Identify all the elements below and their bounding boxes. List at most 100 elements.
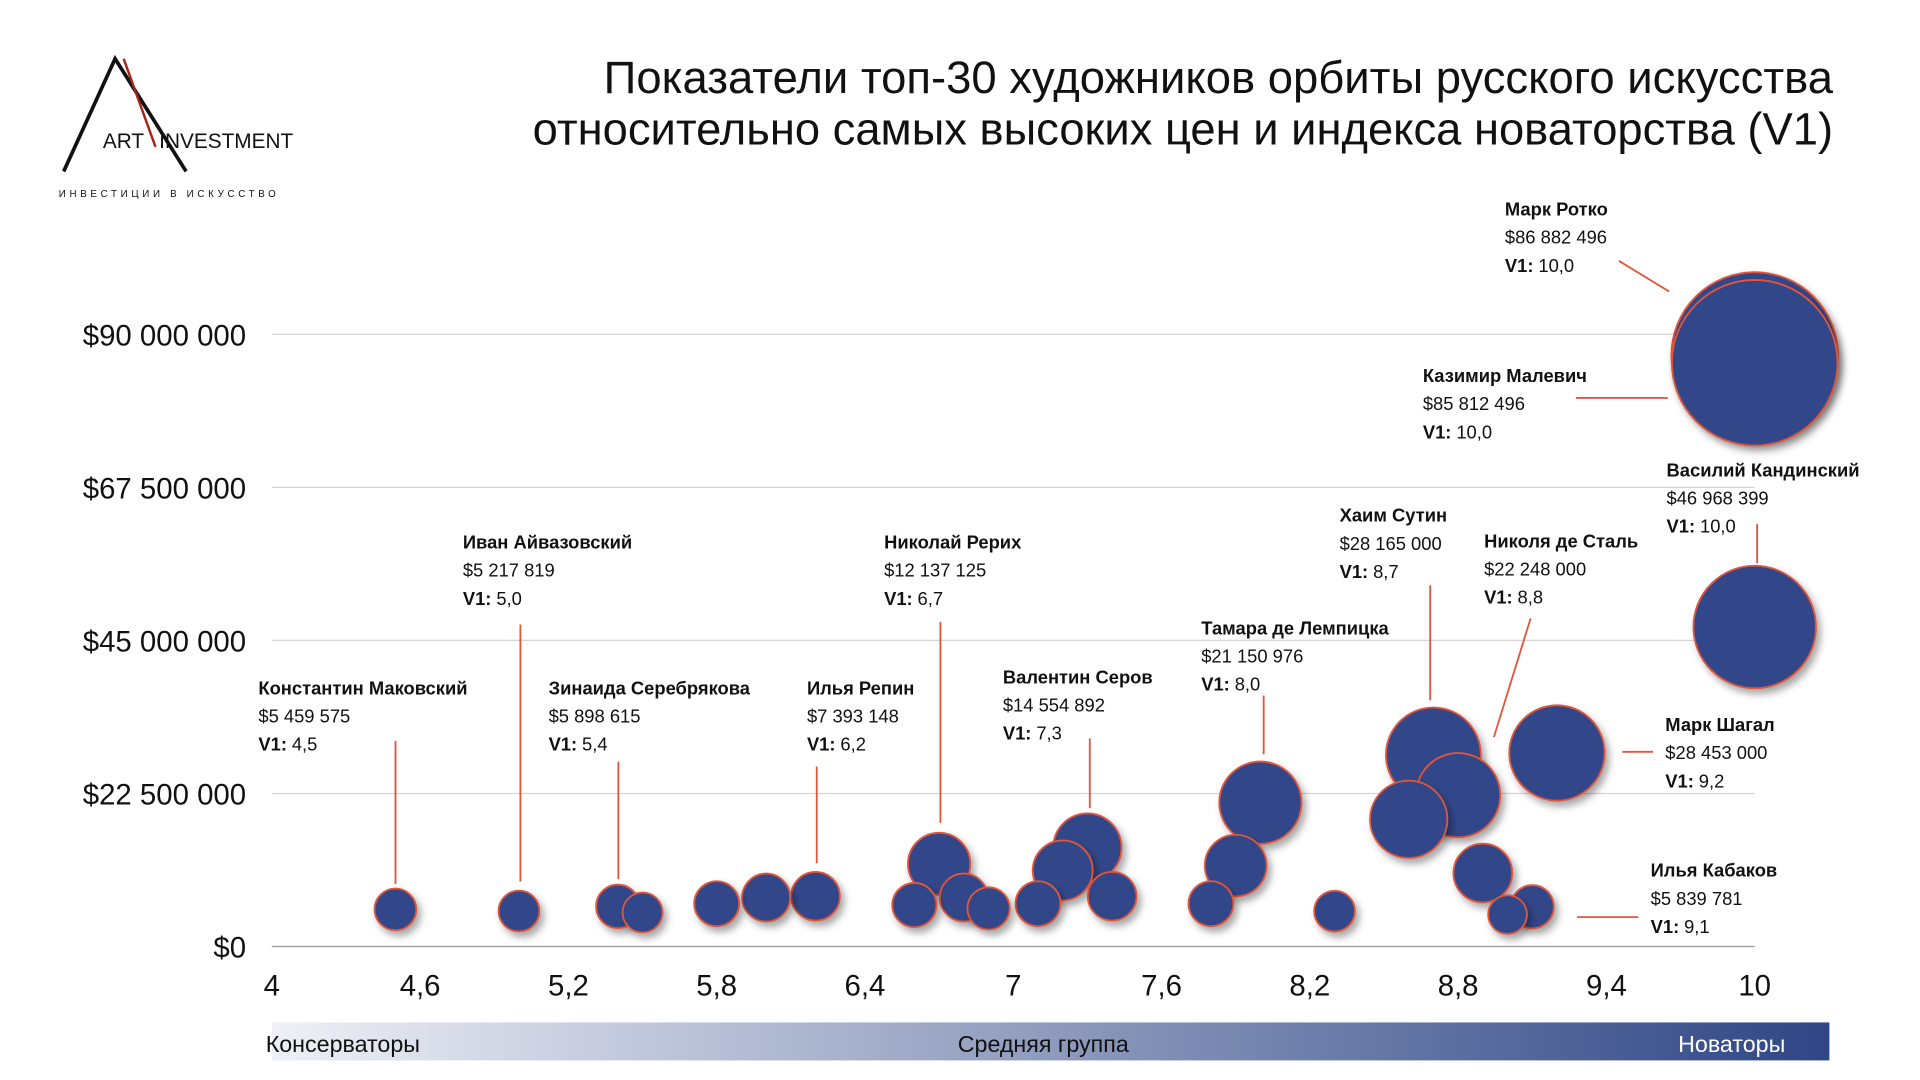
logo: ART INVESTMENT ИНВЕСТИЦИИ В ИСКУССТВО <box>59 54 294 200</box>
x-tick-label: 5,8 <box>696 970 737 1003</box>
annotation-value: $22 248 000 <box>1484 559 1586 580</box>
x-tick-label: 4 <box>264 970 280 1003</box>
annotation-index-value: 9,2 <box>1699 770 1725 791</box>
x-tick-label: 6,4 <box>845 970 886 1003</box>
annotation-index-value: 4,5 <box>292 734 318 755</box>
logo-mark <box>62 54 188 173</box>
annotation-index-value: 8,7 <box>1373 561 1399 582</box>
annotation-value: $5 459 575 <box>258 705 350 726</box>
annotation-index: V1: 10,0 <box>1505 255 1574 276</box>
bubble <box>891 882 938 929</box>
bubble <box>790 871 841 922</box>
annotation-index: V1: 8,8 <box>1484 587 1543 608</box>
annotation-value: $21 150 976 <box>1201 645 1303 666</box>
scale-label: Новаторы <box>1678 1031 1785 1057</box>
bubble <box>966 886 1011 931</box>
annotation-name: Илья Кабаков <box>1651 860 1778 881</box>
annotation-index-value: 9,1 <box>1684 916 1710 937</box>
logo-text: ART <box>103 130 145 153</box>
annotation-index: V1: 8,0 <box>1201 674 1260 695</box>
annotation-value: $5 217 819 <box>463 560 555 581</box>
annotation-index-key: V1: <box>1651 916 1680 937</box>
annotation-index-key: V1: <box>549 734 578 755</box>
annotation-value: $46 968 399 <box>1667 487 1769 508</box>
annotation-index: V1: 6,7 <box>884 588 943 609</box>
annotation-value: $86 882 496 <box>1505 227 1607 248</box>
bubble <box>1014 880 1062 928</box>
annotation-index-value: 6,2 <box>840 734 866 755</box>
annotation-index-key: V1: <box>1484 587 1513 608</box>
y-tick-label: $67 500 000 <box>83 472 246 505</box>
annotation-index: V1: 4,5 <box>258 734 317 755</box>
x-tick-label: 9,4 <box>1586 970 1627 1003</box>
annotation-index-key: V1: <box>807 734 836 755</box>
annotation-value: $28 165 000 <box>1340 533 1442 554</box>
annotation-name: Зинаида Серебрякова <box>549 677 751 698</box>
annotation-name: Николя де Сталь <box>1484 530 1638 551</box>
y-tick-label: $22 500 000 <box>83 778 246 811</box>
bubble <box>1313 889 1356 933</box>
scale-band <box>271 1022 1830 1061</box>
annotation-name: Тамара де Лемпицка <box>1201 617 1389 638</box>
logo-mark <box>122 58 157 148</box>
x-tick-label: 8,2 <box>1289 970 1330 1003</box>
annotation-index-key: V1: <box>1423 421 1452 442</box>
annotation-index: V1: 5,0 <box>463 588 522 609</box>
annotation-index: V1: 9,2 <box>1665 770 1724 791</box>
annotation-value: $12 137 125 <box>884 560 986 581</box>
annotation-name: Иван Айвазовский <box>463 532 632 553</box>
bubble <box>497 889 541 933</box>
annotation-index: V1: 9,1 <box>1651 916 1710 937</box>
annotation-index-value: 7,3 <box>1036 723 1062 744</box>
scale-label: Средняя группа <box>958 1031 1129 1057</box>
annotation-index-key: V1: <box>884 588 913 609</box>
annotation-index-key: V1: <box>1505 255 1534 276</box>
annotation-name: Марк Ротко <box>1505 199 1608 220</box>
annotation-value: $85 812 496 <box>1423 393 1525 414</box>
annotation-index-value: 5,0 <box>496 588 522 609</box>
annotation-index-key: V1: <box>1003 723 1032 744</box>
annotation-value: $5 839 781 <box>1651 888 1743 909</box>
bubble <box>1203 833 1268 898</box>
bubble <box>1369 779 1449 859</box>
annotation-index-key: V1: <box>1340 561 1369 582</box>
x-tick-label: 10 <box>1738 970 1771 1003</box>
x-tick-label: 7,6 <box>1141 970 1182 1003</box>
annotation-value: $14 554 892 <box>1003 694 1105 715</box>
annotation-value: $7 393 148 <box>807 705 899 726</box>
x-tick-label: 8,8 <box>1438 970 1479 1003</box>
annotation-index-value: 10,0 <box>1456 421 1492 442</box>
bubble <box>1218 760 1303 845</box>
annotation-index-key: V1: <box>258 734 287 755</box>
y-tick-label: $90 000 000 <box>83 319 246 352</box>
x-tick-label: 5,2 <box>548 970 589 1003</box>
logo-tagline: ИНВЕСТИЦИИ В ИСКУССТВО <box>59 189 280 200</box>
annotation-index-key: V1: <box>1201 674 1230 695</box>
bubble <box>693 880 741 928</box>
bubble <box>741 872 792 923</box>
annotation-value: $5 898 615 <box>549 705 641 726</box>
annotation-name: Николай Рерих <box>884 532 1022 553</box>
annotation-index-value: 8,8 <box>1518 587 1544 608</box>
bubble <box>1187 880 1235 928</box>
scale-label: Консерваторы <box>266 1031 420 1057</box>
bubble <box>1508 704 1606 802</box>
x-tick-label: 7 <box>1005 970 1021 1003</box>
annotation-index: V1: 5,4 <box>549 734 608 755</box>
chart-title: Показатели топ-30 художников орбиты русс… <box>604 52 1834 103</box>
leader-line <box>1618 260 1670 293</box>
x-tick-label: 4,6 <box>400 970 441 1003</box>
annotation-name: Хаим Сутин <box>1340 505 1448 526</box>
annotation-name: Константин Маковский <box>258 677 467 698</box>
annotation-name: Илья Репин <box>807 677 914 698</box>
bubble <box>1692 564 1817 690</box>
annotation-index: V1: 10,0 <box>1667 516 1736 537</box>
annotation-name: Казимир Малевич <box>1423 365 1587 386</box>
annotation-index: V1: 7,3 <box>1003 723 1062 744</box>
logo-text: INVESTMENT <box>159 130 293 153</box>
annotation-name: Валентин Серов <box>1003 666 1153 687</box>
annotation-index-value: 5,4 <box>582 734 608 755</box>
annotation-index-key: V1: <box>1665 770 1694 791</box>
leader-line <box>1493 618 1532 738</box>
bubble <box>373 887 418 932</box>
